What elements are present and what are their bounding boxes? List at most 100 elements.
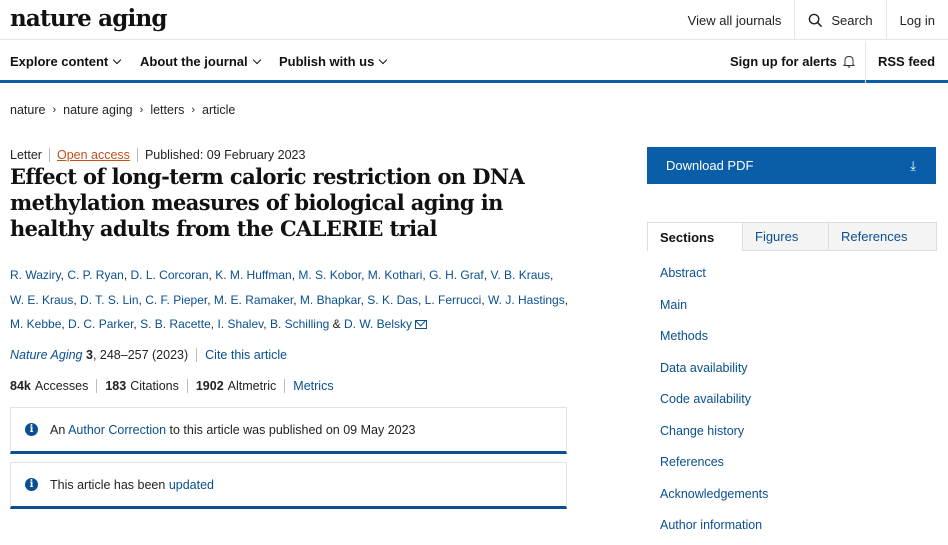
author-link[interactable]: W. J. Hastings [488, 292, 565, 307]
citations-count: 183 [105, 379, 127, 393]
author-link[interactable]: M. S. Kobor [298, 268, 362, 282]
chevron-down-icon [113, 55, 122, 64]
nav-explore-content[interactable]: Explore content [10, 54, 122, 69]
chevron-down-icon [379, 55, 388, 64]
citation-divider [196, 348, 198, 362]
search-icon [809, 13, 823, 27]
author-link[interactable]: D. T. S. Lin [80, 292, 139, 307]
open-access-link[interactable]: Open access [56, 148, 130, 162]
section-link-data-availability[interactable]: Data availability [660, 360, 748, 375]
meta-divider [48, 148, 50, 162]
notice-suffix: to this article was published on 09 May … [166, 422, 416, 437]
author-link[interactable]: B. Schilling [269, 317, 330, 331]
breadcrumb: nature › nature aging › letters › articl… [10, 103, 235, 117]
breadcrumb-nature-aging[interactable]: nature aging [63, 103, 133, 117]
log-in-label: Log in [899, 12, 935, 28]
tab-sections[interactable]: Sections [647, 222, 743, 251]
accesses-count: 84k [10, 379, 31, 393]
section-link-acknowledgements[interactable]: Acknowledgements [660, 486, 769, 501]
author-link[interactable]: C. P. Ryan [67, 268, 124, 282]
sign-up-alerts-label: Sign up for alerts [730, 54, 837, 69]
rss-feed-label: RSS feed [878, 54, 936, 69]
info-icon: i [25, 423, 38, 436]
author-link[interactable]: I. Shalev [217, 317, 264, 331]
tab-references[interactable]: References [829, 222, 937, 251]
download-pdf-button[interactable]: Download PDF ⤓ [647, 147, 936, 184]
metrics-divider [186, 379, 188, 393]
tab-sections-label: Sections [660, 229, 715, 245]
view-all-journals-label: View all journals [687, 12, 782, 28]
section-link-abstract[interactable]: Abstract [660, 266, 706, 280]
notice-text: An Author Correction to this article was… [50, 423, 416, 437]
author-link[interactable]: L. Ferrucci [424, 292, 482, 307]
section-link-author-information[interactable]: Author information [660, 518, 763, 532]
author-link[interactable]: R. Waziry [10, 268, 61, 282]
nav-about-journal[interactable]: About the journal [140, 54, 261, 69]
section-link-references[interactable]: References [660, 455, 724, 469]
altmetric-score: 1902 [195, 379, 224, 393]
section-link-methods[interactable]: Methods [660, 329, 708, 343]
author-link[interactable]: M. Kebbe [10, 317, 62, 331]
search-button[interactable]: Search [794, 0, 885, 40]
journal-name-link[interactable]: Nature Aging [10, 348, 83, 362]
breadcrumb-separator-icon: › [52, 104, 57, 116]
tab-references-label: References [841, 229, 908, 244]
author-link[interactable]: D. C. Parker [68, 317, 134, 331]
main-nav: Explore content About the journal Publis… [0, 41, 948, 83]
author-link[interactable]: W. E. Kraus [10, 292, 74, 307]
nav-divider [865, 41, 866, 83]
download-icon: ⤓ [910, 158, 916, 173]
author-correction-link[interactable]: Author Correction [68, 422, 167, 437]
author-link[interactable]: S. B. Racette [140, 317, 211, 331]
sections-list: Abstract Main Methods Data availability … [660, 266, 768, 545]
breadcrumb-separator-icon: › [191, 104, 196, 116]
download-pdf-label: Download PDF [666, 158, 754, 173]
altmetric-label: Altmetric [227, 379, 277, 393]
info-icon: i [25, 478, 38, 491]
bell-icon [842, 55, 855, 68]
breadcrumb-letters[interactable]: letters [150, 103, 185, 117]
author-link[interactable]: C. F. Pieper [145, 292, 208, 307]
author-link[interactable]: V. B. Kraus [490, 268, 551, 282]
nav-about-label: About the journal [140, 54, 248, 69]
sign-up-alerts-link[interactable]: Sign up for alerts [730, 54, 855, 69]
author-link[interactable]: G. H. Graf [429, 268, 484, 282]
breadcrumb-nature[interactable]: nature [10, 103, 46, 117]
nav-publish-with-us[interactable]: Publish with us [279, 54, 388, 69]
tab-figures-label: Figures [755, 229, 799, 244]
author-link[interactable]: M. Kothari [367, 268, 423, 282]
article-type: Letter [10, 148, 42, 162]
site-logo[interactable]: nature aging [10, 5, 167, 32]
breadcrumb-article: article [202, 103, 236, 117]
rss-feed-link[interactable]: RSS feed [878, 54, 935, 69]
section-link-code-availability[interactable]: Code availability [660, 392, 752, 406]
sidebar-tabs: Sections Figures References [647, 222, 937, 251]
email-icon[interactable] [415, 320, 427, 329]
top-bar: nature aging View all journals Search Lo… [0, 0, 948, 40]
meta-divider [136, 148, 138, 162]
author-link[interactable]: M. Bhapkar [299, 292, 361, 307]
author-correction-notice: i An Author Correction to this article w… [10, 407, 567, 454]
accesses-label: Accesses [34, 379, 89, 393]
section-link-main[interactable]: Main [660, 297, 688, 312]
updated-link[interactable]: updated [168, 477, 214, 492]
article-metrics: 84k Accesses 183 Citations 1902 Altmetri… [10, 379, 334, 393]
tab-figures[interactable]: Figures [743, 222, 829, 251]
author-link[interactable]: M. E. Ramaker [213, 292, 294, 307]
citation-line: Nature Aging 3 , 248–257 (2023) Cite thi… [10, 348, 287, 362]
view-all-journals-link[interactable]: View all journals [675, 0, 795, 40]
metrics-link[interactable]: Metrics [293, 379, 334, 393]
notice-prefix: This article has been [50, 477, 169, 492]
notice-text: This article has been updated [50, 478, 214, 492]
author-link[interactable]: D. W. Belsky [343, 317, 412, 331]
citations-label: Citations [130, 379, 179, 393]
author-link[interactable]: K. M. Huffman [215, 268, 292, 282]
article-updated-notice: i This article has been updated [10, 462, 567, 509]
author-link[interactable]: S. K. Das [367, 292, 418, 307]
log-in-link[interactable]: Log in [885, 0, 948, 40]
metrics-divider [96, 379, 98, 393]
cite-this-article-link[interactable]: Cite this article [205, 348, 288, 362]
section-link-change-history[interactable]: Change history [660, 423, 745, 438]
author-link[interactable]: D. L. Corcoran [130, 268, 209, 282]
journal-pages: , 248–257 (2023) [92, 348, 189, 362]
